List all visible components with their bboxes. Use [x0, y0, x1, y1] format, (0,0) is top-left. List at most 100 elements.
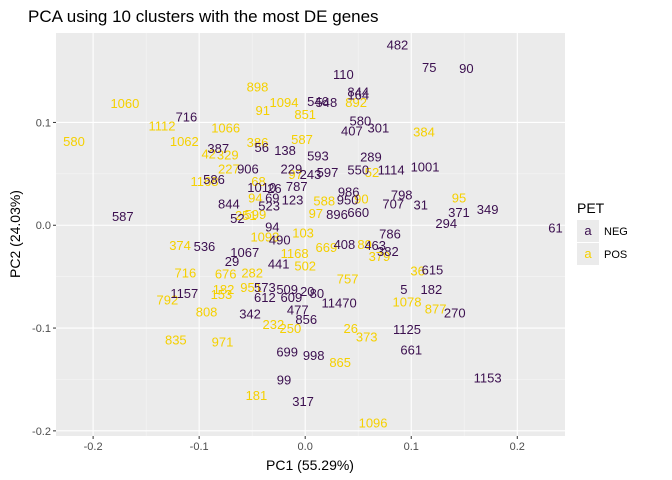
data-point-neg: 477	[287, 303, 309, 318]
data-point-neg: 593	[307, 148, 329, 163]
data-point-pos: 232	[263, 317, 285, 332]
data-point-pos: 502	[294, 258, 316, 273]
data-point-pos: 97	[309, 206, 323, 221]
data-point-neg: 349	[477, 202, 499, 217]
data-point-pos: 676	[215, 267, 237, 282]
data-point-pos: 599	[245, 207, 267, 222]
data-point-pos: 90	[354, 192, 368, 207]
data-point-neg: 573	[254, 280, 276, 295]
data-point-pos: 251	[235, 208, 257, 223]
data-point-neg: 94	[265, 219, 279, 234]
y-axis-title: PC2 (24.03%)	[7, 190, 23, 278]
data-point-pos: 892	[345, 95, 367, 110]
data-point-neg: 906	[237, 162, 259, 177]
data-point-neg: 536	[194, 239, 216, 254]
data-point-neg: 550	[347, 163, 369, 178]
data-point-neg: 482	[387, 37, 409, 52]
data-point-pos: 282	[241, 266, 263, 281]
data-point-neg: 317	[292, 394, 314, 409]
data-point-neg: 90	[459, 61, 473, 76]
data-point-neg: 586	[203, 172, 225, 187]
data-point-pos: 1066	[211, 121, 240, 136]
data-point-pos: 153	[211, 287, 233, 302]
data-point-pos: 374	[169, 238, 191, 253]
x-tick-label: 0.0	[298, 441, 313, 453]
data-point-pos: 384	[413, 125, 435, 140]
data-point-neg: 69	[265, 190, 279, 205]
data-point-neg: 597	[317, 165, 339, 180]
data-point-pos: 250	[280, 321, 302, 336]
data-point-neg: 609	[281, 290, 303, 305]
chart-title: PCA using 10 clusters with the most DE g…	[28, 7, 379, 26]
data-point-pos: 588	[313, 194, 335, 209]
data-point-pos: 227	[218, 162, 240, 177]
data-point-neg: 138	[274, 143, 296, 158]
data-point-neg: 786	[379, 226, 401, 241]
data-point-pos: 1093	[250, 230, 279, 245]
x-tick-label: -0.1	[190, 441, 209, 453]
legend-glyph-neg: a	[584, 223, 592, 238]
data-point-neg: 661	[400, 343, 422, 358]
data-point-neg: 408	[334, 237, 356, 252]
data-point-pos: 26	[344, 321, 358, 336]
data-point-pos: 851	[294, 107, 316, 122]
data-point-pos: 865	[329, 355, 351, 370]
data-point-neg: 75	[422, 60, 436, 75]
data-point-neg: 294	[435, 216, 457, 231]
data-point-neg: 301	[368, 121, 390, 136]
data-point-neg: 382	[377, 244, 399, 259]
data-point-pos: 386	[247, 135, 269, 150]
data-point-pos: 181	[246, 388, 268, 403]
y-axis-ticks: 0.1 0.0 -0.1 -0.2	[32, 117, 56, 438]
data-point-pos: 94	[248, 190, 262, 205]
data-point-neg: 243	[300, 167, 322, 182]
data-point-neg: 123	[282, 193, 304, 208]
data-point-neg: 26	[267, 181, 281, 196]
data-point-neg: 856	[295, 312, 317, 327]
data-point-neg: 270	[444, 306, 466, 321]
data-point-pos: 587	[291, 132, 313, 147]
legend: PET a NEG a POS	[577, 200, 628, 265]
data-point-neg: 31	[414, 198, 428, 213]
x-axis-ticks: -0.2 -0.1 0.0 0.1 0.2	[84, 436, 525, 453]
data-point-neg: 1114	[378, 163, 405, 178]
data-point-neg: 342	[239, 307, 261, 322]
data-point-neg: 52	[230, 211, 244, 226]
data-point-pos: 1112	[149, 119, 176, 134]
data-point-neg: 29	[225, 254, 239, 269]
data-point-pos: 757	[337, 272, 359, 287]
data-point-pos: 95	[452, 190, 466, 205]
data-point-neg: 407	[341, 124, 363, 139]
grid-lines	[56, 33, 565, 436]
data-point-pos: 52	[365, 165, 379, 180]
data-point-pos: 835	[165, 332, 187, 347]
data-point-neg: 490	[269, 233, 291, 248]
data-point-pos: 808	[196, 305, 218, 320]
legend-label-neg: NEG	[604, 226, 628, 238]
plot-panel	[56, 33, 565, 436]
data-point-neg: 896	[326, 207, 348, 222]
data-point-neg: 844	[218, 197, 240, 212]
data-point-pos: 1094	[270, 95, 299, 110]
legend-key-neg	[577, 220, 599, 242]
data-point-pos: 1168	[281, 246, 309, 261]
legend-title: PET	[577, 200, 605, 216]
data-point-pos: 89	[357, 237, 371, 252]
data-point-neg: 612	[254, 290, 276, 305]
data-point-neg: 164	[347, 88, 369, 103]
legend-glyph-pos: a	[584, 246, 592, 261]
data-point-neg: 1125	[393, 322, 421, 337]
data-point-neg: 716	[176, 109, 198, 124]
data-point-pos: 182	[213, 282, 235, 297]
data-point-neg: 441	[268, 256, 290, 271]
data-point-neg: 1010	[247, 180, 276, 195]
data-point-pos: 329	[217, 147, 239, 162]
x-tick-label: 0.2	[510, 441, 525, 453]
data-point-neg: 548	[316, 95, 338, 110]
data-point-neg: 986	[338, 184, 360, 199]
data-point-neg: 580	[349, 113, 371, 128]
data-point-neg: 1001	[411, 160, 440, 175]
data-point-pos: 1096	[359, 416, 388, 431]
data-point-pos: 792	[156, 292, 178, 307]
y-tick-label: 0.0	[36, 220, 51, 232]
